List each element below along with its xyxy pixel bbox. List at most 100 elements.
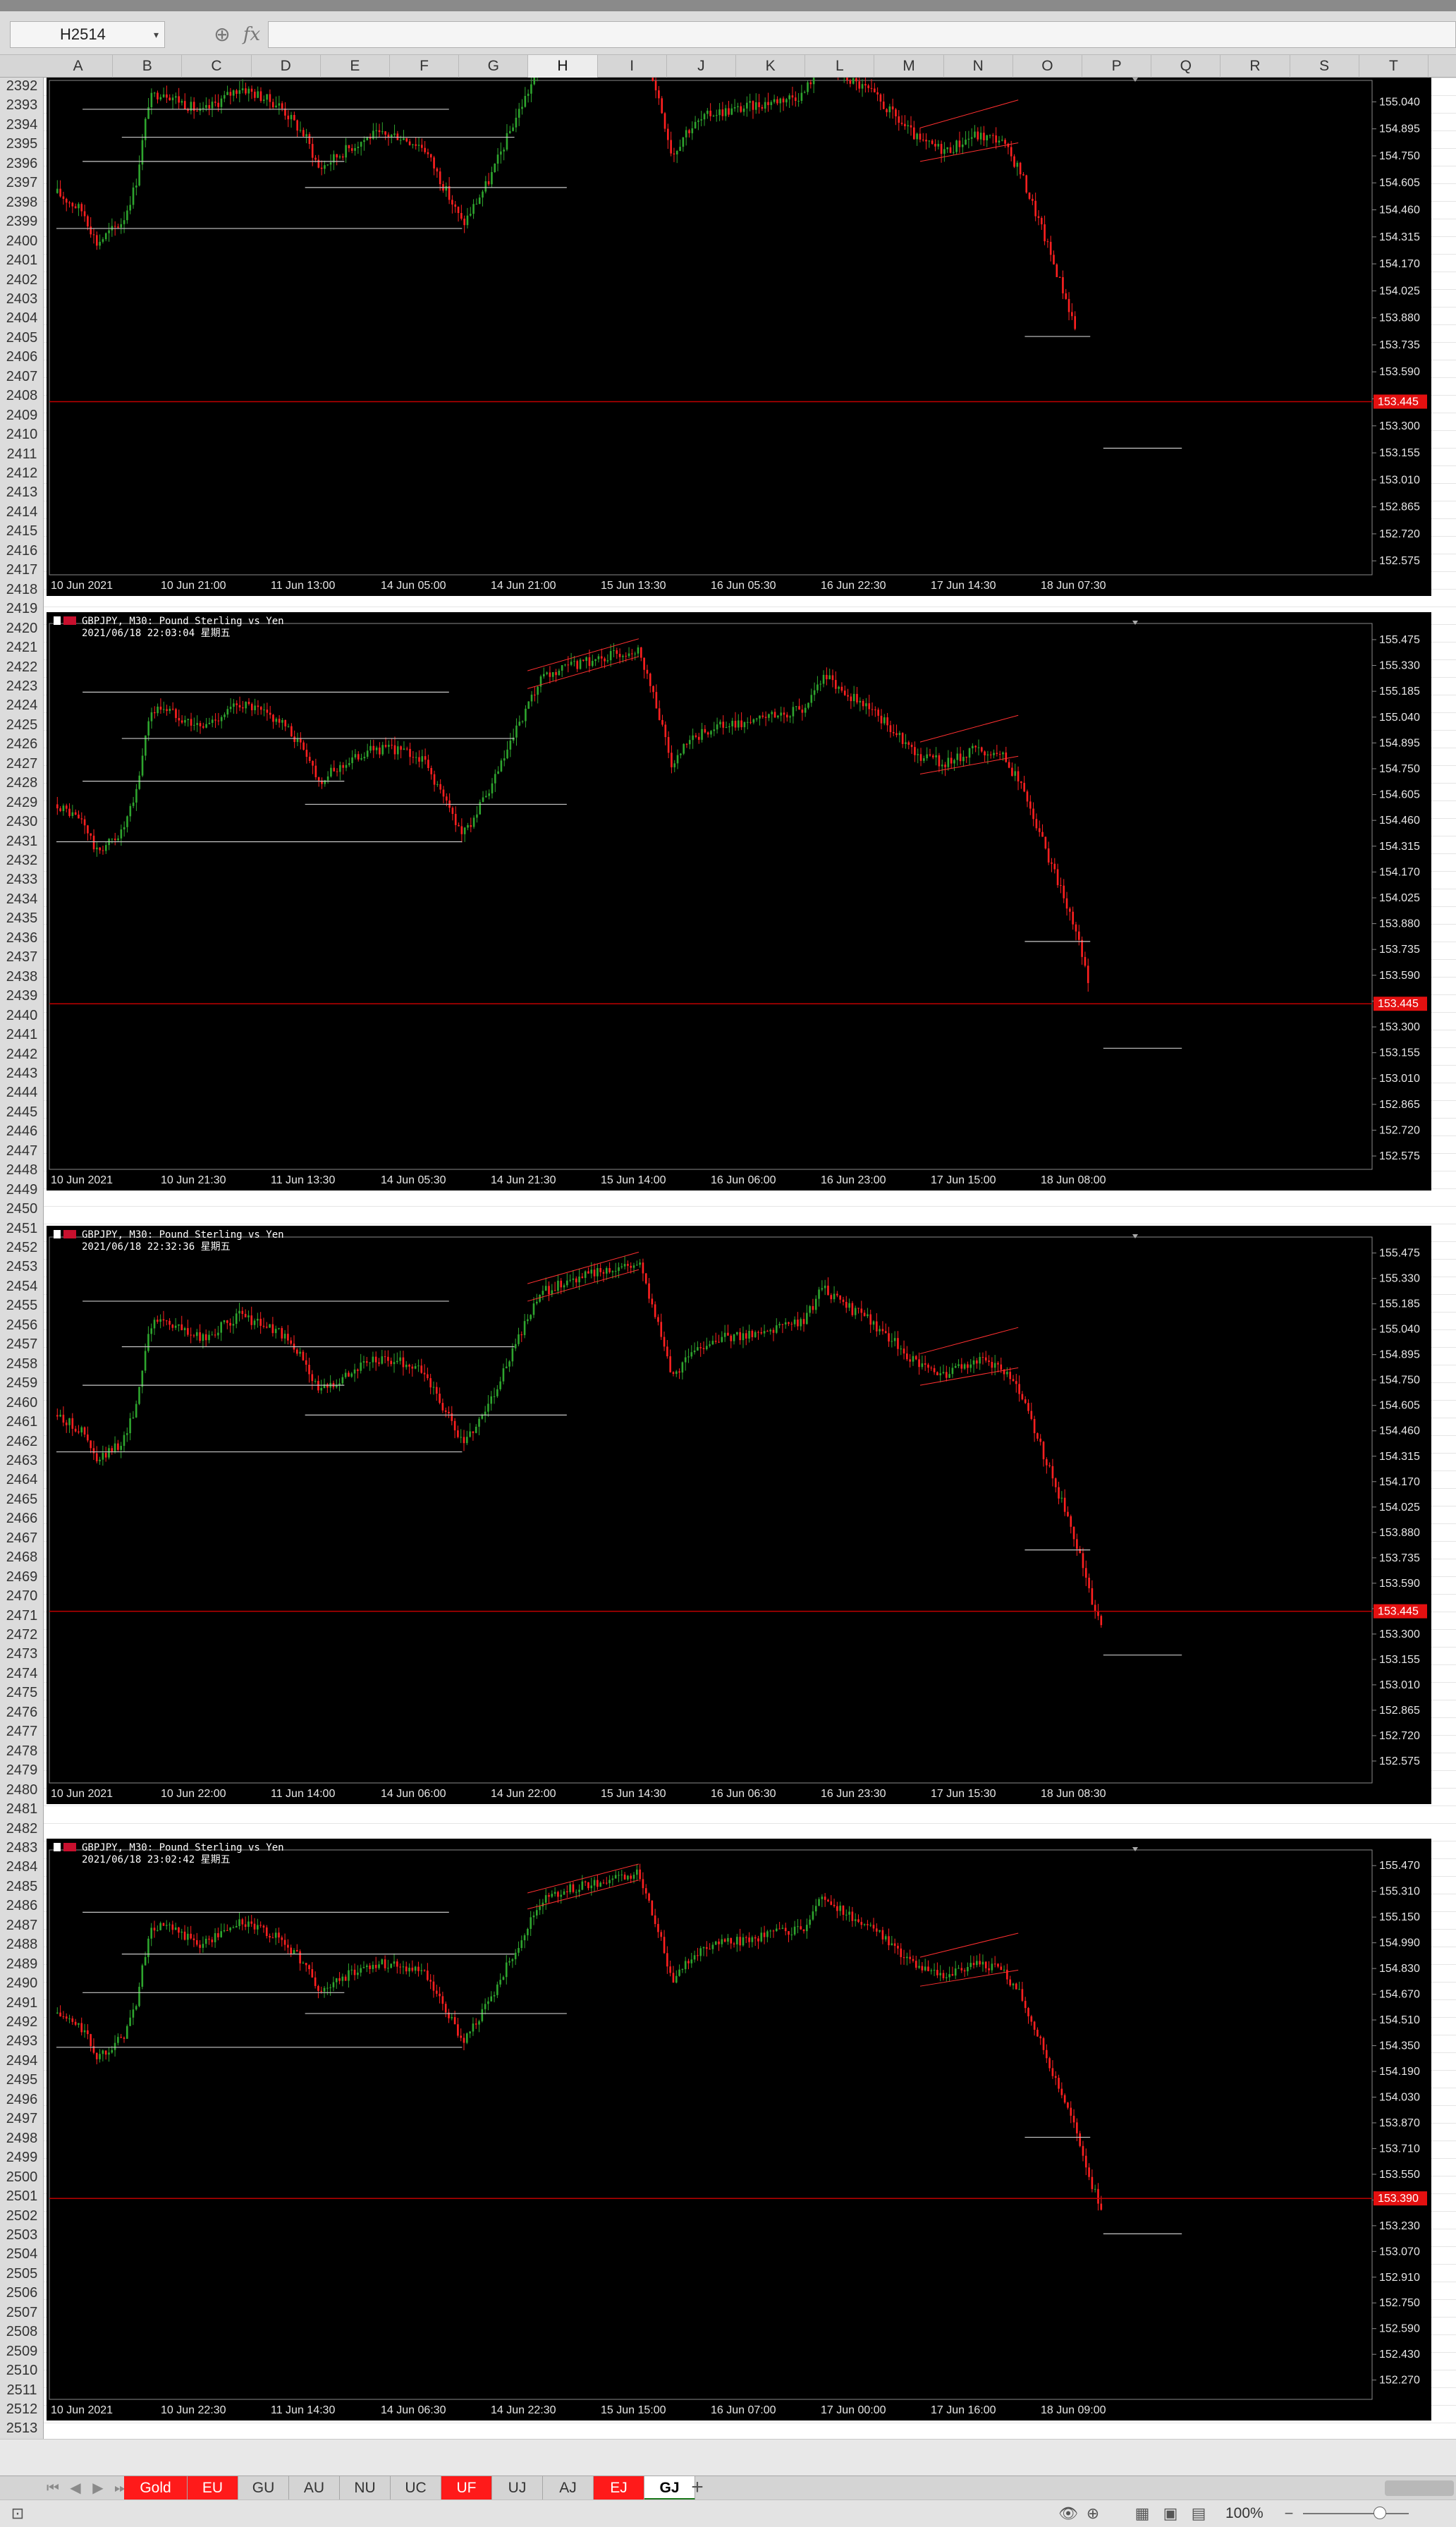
row-header-cell[interactable]: 2466: [6, 1511, 38, 1527]
row-header-cell[interactable]: 2500: [6, 2169, 38, 2185]
zoom-slider-thumb[interactable]: [1374, 2507, 1386, 2519]
row-header-cell[interactable]: 2507: [6, 2304, 38, 2320]
column-header-i[interactable]: I: [598, 55, 667, 78]
row-header-cell[interactable]: 2443: [6, 1065, 38, 1081]
row-header-cell[interactable]: 2409: [6, 407, 38, 423]
row-header-cell[interactable]: 2448: [6, 1162, 38, 1179]
row-header-cell[interactable]: 2467: [6, 1530, 38, 1546]
row-header-cell[interactable]: 2490: [6, 1975, 38, 1992]
column-header-n[interactable]: N: [944, 55, 1013, 78]
row-header-cell[interactable]: 2397: [6, 175, 38, 191]
row-header-cell[interactable]: 2483: [6, 1839, 38, 1856]
column-header-k[interactable]: K: [736, 55, 806, 78]
row-header-cell[interactable]: 2406: [6, 349, 38, 365]
sheet-tab-gj[interactable]: GJ: [644, 2476, 695, 2500]
row-header-cell[interactable]: 2457: [6, 1336, 38, 1353]
row-header-cell[interactable]: 2462: [6, 1433, 38, 1449]
row-header-cell[interactable]: 2413: [6, 485, 38, 501]
row-header-cell[interactable]: 2450: [6, 1201, 38, 1217]
row-header-cell[interactable]: 2472: [6, 1627, 38, 1643]
zoom-level[interactable]: 100%: [1225, 2505, 1264, 2521]
row-header-cell[interactable]: 2405: [6, 329, 38, 346]
column-header-b[interactable]: B: [113, 55, 183, 78]
row-header-cell[interactable]: 2393: [6, 97, 38, 114]
row-header-cell[interactable]: 2499: [6, 2150, 38, 2166]
zoom-icon[interactable]: ⊕: [214, 23, 231, 45]
sheet-tab-ej[interactable]: EJ: [594, 2476, 644, 2500]
row-header-cell[interactable]: 2455: [6, 1298, 38, 1314]
row-header-cell[interactable]: 2473: [6, 1646, 38, 1662]
row-header-cell[interactable]: 2453: [6, 1259, 38, 1275]
row-header-cell[interactable]: 2511: [6, 2382, 37, 2398]
page-break-icon[interactable]: ▤: [1191, 2504, 1206, 2522]
prev-sheet-icon[interactable]: ◀: [70, 2480, 81, 2496]
row-header-cell[interactable]: 2470: [6, 1588, 38, 1605]
row-header-cell[interactable]: 2477: [6, 1724, 38, 1740]
sheet-tab-eu[interactable]: EU: [188, 2476, 238, 2500]
row-header-cell[interactable]: 2492: [6, 2014, 38, 2030]
row-header-cell[interactable]: 2481: [6, 1801, 38, 1817]
horizontal-scroll-area[interactable]: [0, 2439, 1456, 2476]
row-header-cell[interactable]: 2478: [6, 1743, 38, 1759]
row-header-cell[interactable]: 2474: [6, 1665, 38, 1681]
column-header-a[interactable]: A: [44, 55, 114, 78]
row-header-cell[interactable]: 2501: [6, 2188, 38, 2205]
row-header-cell[interactable]: 2479: [6, 1762, 38, 1779]
row-header-cell[interactable]: 2445: [6, 1104, 38, 1120]
sheet-tab-uf[interactable]: UF: [441, 2476, 492, 2500]
row-header-cell[interactable]: 2496: [6, 2091, 38, 2107]
page-layout-icon[interactable]: ▣: [1163, 2504, 1178, 2522]
row-header-cell[interactable]: 2395: [6, 136, 38, 152]
column-header-c[interactable]: C: [182, 55, 252, 78]
sheet-tab-gu[interactable]: GU: [238, 2476, 289, 2500]
row-header-cell[interactable]: 2454: [6, 1278, 38, 1294]
next-sheet-icon[interactable]: ▶: [92, 2480, 104, 2496]
row-header-cell[interactable]: 2489: [6, 1956, 38, 1972]
column-header-j[interactable]: J: [667, 55, 736, 78]
row-header-cell[interactable]: 2404: [6, 310, 38, 327]
name-box[interactable]: H2514 ▾: [10, 21, 165, 48]
row-header-cell[interactable]: 2415: [6, 523, 38, 540]
row-header-cell[interactable]: 2437: [6, 949, 38, 966]
row-header-cell[interactable]: 2449: [6, 1181, 38, 1198]
row-header-cell[interactable]: 2428: [6, 775, 38, 791]
row-header-cell[interactable]: 2446: [6, 1124, 38, 1140]
row-header-cell[interactable]: 2444: [6, 1085, 38, 1101]
zoom-out-icon[interactable]: −: [1284, 2504, 1294, 2522]
column-header-h[interactable]: H: [528, 55, 598, 78]
row-header-cell[interactable]: 2488: [6, 1937, 38, 1953]
row-header-cell[interactable]: 2396: [6, 155, 38, 171]
row-header-cell[interactable]: 2513: [6, 2421, 38, 2437]
row-header-cell[interactable]: 2503: [6, 2227, 38, 2243]
chart-panel-4[interactable]: GBPJPY, M30: Pound Sterling vs Yen 2021/0…: [47, 1839, 1431, 2421]
row-header-cell[interactable]: 2436: [6, 930, 38, 946]
eye-icon[interactable]: 👁: [1058, 2504, 1078, 2522]
row-header-cell[interactable]: 2434: [6, 891, 38, 907]
row-header-cell[interactable]: 2506: [6, 2285, 38, 2301]
row-header-cell[interactable]: 2402: [6, 272, 38, 288]
column-header-d[interactable]: D: [252, 55, 321, 78]
row-header-cell[interactable]: 2465: [6, 1491, 38, 1507]
column-header-s[interactable]: S: [1290, 55, 1359, 78]
row-header-cell[interactable]: 2476: [6, 1704, 38, 1720]
row-header-cell[interactable]: 2469: [6, 1569, 38, 1585]
row-header-cell[interactable]: 2461: [6, 1414, 38, 1430]
row-header-cell[interactable]: 2392: [6, 78, 38, 94]
row-header-cell[interactable]: 2456: [6, 1317, 38, 1333]
row-header-cell[interactable]: 2403: [6, 291, 38, 307]
row-header-cell[interactable]: 2420: [6, 620, 38, 636]
row-header-cell[interactable]: 2422: [6, 659, 38, 675]
column-header-q[interactable]: Q: [1151, 55, 1221, 78]
zoom-slider[interactable]: [1303, 2513, 1409, 2514]
chevron-down-icon[interactable]: ▾: [153, 29, 159, 40]
row-header-cell[interactable]: 2475: [6, 1685, 38, 1701]
row-header-cell[interactable]: 2451: [6, 1220, 38, 1236]
fx-icon[interactable]: fx: [243, 24, 261, 45]
last-sheet-icon[interactable]: ⏭: [114, 2480, 127, 2496]
row-header-cell[interactable]: 2439: [6, 988, 38, 1004]
column-header-o[interactable]: O: [1013, 55, 1082, 78]
row-header-cell[interactable]: 2423: [6, 678, 38, 694]
column-header-r[interactable]: R: [1221, 55, 1290, 78]
row-header-cell[interactable]: 2485: [6, 1878, 38, 1894]
row-header-cell[interactable]: 2433: [6, 872, 38, 888]
